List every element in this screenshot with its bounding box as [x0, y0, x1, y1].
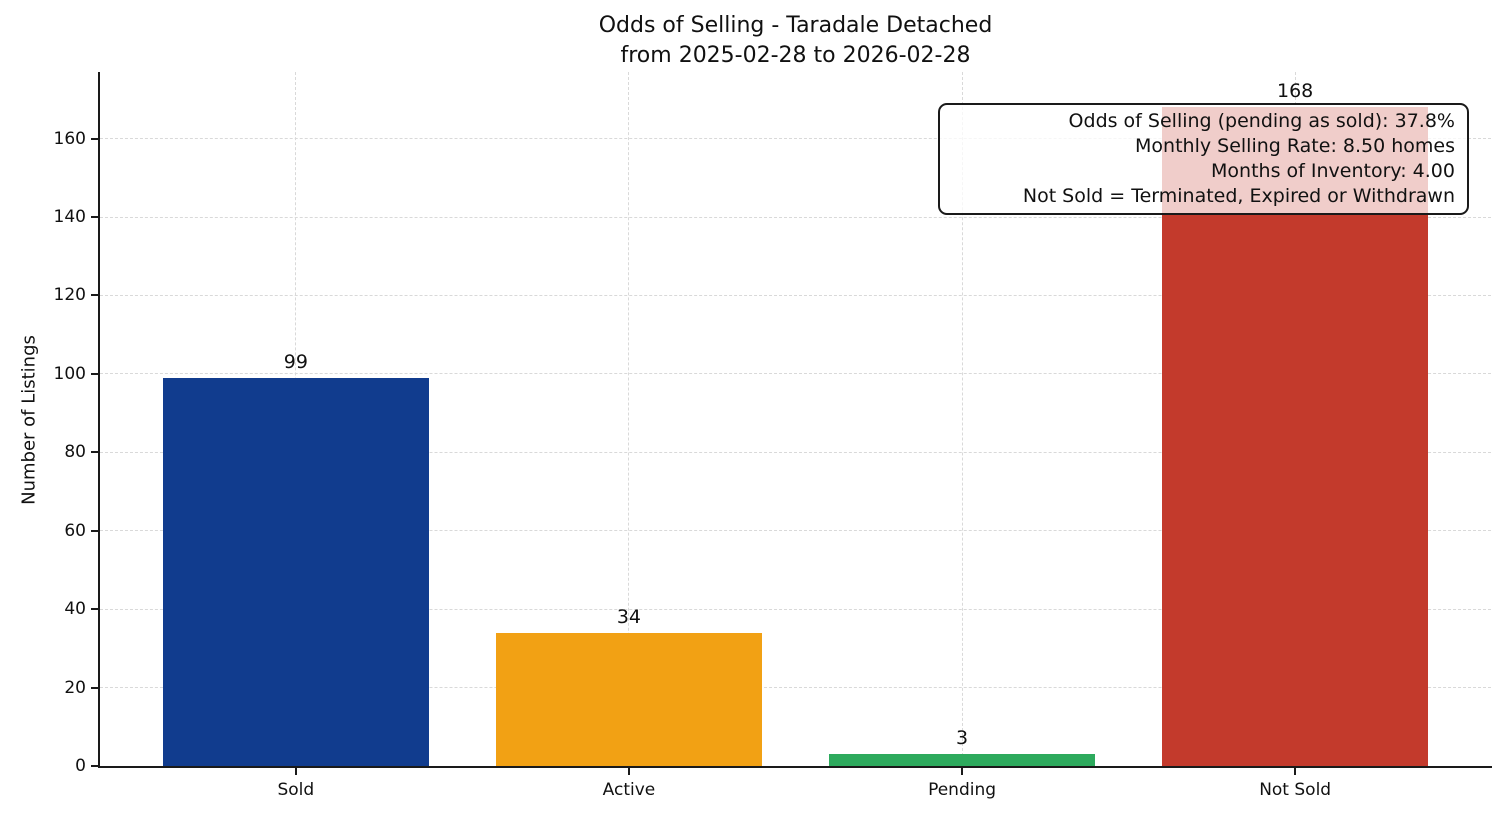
bar-sold [162, 377, 430, 766]
y-tick-mark [91, 294, 100, 297]
stats-annotation-box: Odds of Selling (pending as sold): 37.8%… [938, 103, 1469, 215]
y-tick-mark [91, 372, 100, 375]
gridline-horizontal [100, 530, 1491, 532]
y-tick-mark [91, 608, 100, 611]
annotation-not-sold-definition: Not Sold = Terminated, Expired or Withdr… [1022, 185, 1455, 207]
gridline-horizontal [100, 687, 1491, 689]
y-tick-mark [91, 765, 100, 767]
bar-value-label-not-sold: 168 [1277, 80, 1314, 103]
gridline-vertical [628, 72, 630, 766]
x-tick-label-not-sold: Not Sold [1259, 780, 1332, 800]
y-tick-label: 120 [53, 285, 86, 306]
y-tick-label: 60 [64, 520, 86, 541]
bar-not-sold [1161, 107, 1429, 766]
annotation-monthly-selling-rate: Monthly Selling Rate: 8.50 homes [1135, 135, 1455, 157]
plot-area: Odds of Selling (pending as sold): 37.8%… [100, 72, 1491, 766]
y-tick-label: 160 [53, 128, 86, 149]
bar-value-label-active: 34 [616, 605, 642, 628]
x-tick-mark [294, 766, 297, 775]
chart-title: Odds of Selling - Taradale Detached from… [100, 11, 1491, 71]
chart-title-line2: from 2025-02-28 to 2026-02-28 [620, 43, 971, 68]
bar-active [495, 632, 763, 766]
y-tick-mark [91, 451, 100, 454]
gridline-horizontal [100, 608, 1491, 610]
chart-title-line1: Odds of Selling - Taradale Detached [598, 13, 993, 38]
gridline-vertical [961, 72, 963, 766]
y-tick-label: 0 [75, 756, 86, 776]
bar-value-label-sold: 99 [283, 350, 308, 373]
gridline-horizontal [100, 216, 1491, 218]
x-tick-label-sold: Sold [277, 780, 315, 800]
gridline-horizontal [100, 294, 1491, 296]
x-tick-label-active: Active [602, 780, 656, 800]
x-tick-label-pending: Pending [928, 780, 997, 800]
y-tick-mark [91, 216, 100, 219]
annotation-odds-of-selling: Odds of Selling (pending as sold): 37.8% [1068, 110, 1455, 132]
y-tick-label: 80 [64, 442, 86, 463]
y-tick-mark [91, 529, 100, 532]
y-tick-mark [91, 137, 100, 140]
annotation-months-of-inventory: Months of Inventory: 4.00 [1211, 160, 1455, 182]
y-tick-label: 140 [53, 207, 86, 228]
y-tick-label: 40 [64, 599, 86, 620]
y-tick-mark [91, 686, 100, 689]
x-tick-mark [961, 766, 964, 775]
y-tick-label: 100 [53, 363, 86, 384]
bar-pending [828, 754, 1096, 766]
x-tick-mark [1294, 766, 1297, 775]
y-tick-label: 20 [64, 677, 86, 698]
bar-value-label-pending: 3 [956, 727, 969, 750]
y-axis-spine [98, 72, 100, 768]
y-axis-label: Number of Listings [18, 335, 40, 505]
gridline-horizontal [100, 373, 1491, 375]
x-tick-mark [627, 766, 630, 775]
gridline-horizontal [100, 451, 1491, 453]
x-axis-spine [98, 766, 1492, 768]
gridline-horizontal [100, 138, 1491, 140]
